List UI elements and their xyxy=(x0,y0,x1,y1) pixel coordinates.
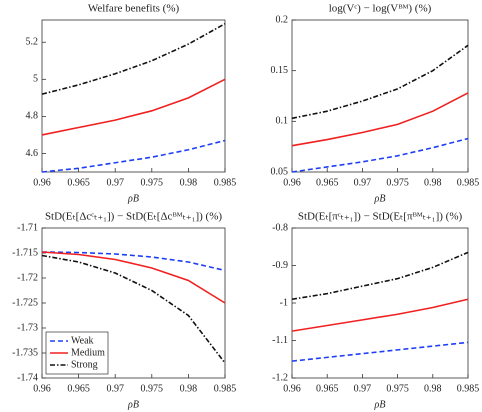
axes xyxy=(291,227,469,379)
chart-title: Welfare benefits (%) xyxy=(88,3,180,15)
y-tick-label: -1 xyxy=(280,297,288,308)
x-tick-label: 0.985 xyxy=(214,177,237,188)
y-tick-label: -0.9 xyxy=(272,260,288,271)
y-tick-label: -1.715 xyxy=(12,247,38,258)
y-tick-label: 4.6 xyxy=(26,148,39,159)
x-axis-label: ρB xyxy=(374,193,386,204)
y-tick-label: 5.2 xyxy=(26,37,39,48)
chart-title: log(Vᶜ) − log(Vᴮᴹ) (%) xyxy=(329,3,432,15)
x-tick-label: 0.97 xyxy=(354,383,372,394)
y-tick-label: 5 xyxy=(33,74,38,85)
legend-label: Medium xyxy=(71,347,105,358)
y-tick-label: -1.72 xyxy=(17,272,38,283)
x-tick-label: 0.98 xyxy=(424,177,442,188)
x-tick-label: 0.98 xyxy=(180,177,198,188)
y-tick-label: -1.1 xyxy=(272,335,288,346)
chart-title: StD(Eₜ[Δcᶜₜ₊₁]) − StD(Eₜ[Δcᴮᴹₜ₊₁]) (%) xyxy=(45,211,222,223)
x-tick-label: 0.96 xyxy=(283,177,301,188)
x-tick-label: 0.97 xyxy=(106,383,124,394)
x-tick-label: 0.975 xyxy=(141,383,164,394)
data-line xyxy=(41,139,226,173)
legend-label: Strong xyxy=(71,359,98,370)
axes xyxy=(41,19,226,173)
x-tick-label: 0.985 xyxy=(214,383,237,394)
y-tick-label: -1.74 xyxy=(17,372,38,383)
x-tick-label: 0.975 xyxy=(141,177,164,188)
data-line xyxy=(291,341,469,362)
x-tick-label: 0.985 xyxy=(457,383,480,394)
y-tick-label: 4.8 xyxy=(26,111,39,122)
x-tick-label: 0.965 xyxy=(316,383,339,394)
x-tick-label: 0.96 xyxy=(33,177,51,188)
data-line xyxy=(41,254,226,364)
axes xyxy=(291,19,469,173)
x-axis-label: ρB xyxy=(127,399,139,410)
y-tick-label: 0.15 xyxy=(271,65,289,76)
y-tick-label: -1.2 xyxy=(272,372,288,383)
data-line xyxy=(41,251,226,304)
x-axis-label: ρB xyxy=(374,399,386,410)
x-tick-label: 0.965 xyxy=(67,383,90,394)
data-line xyxy=(291,44,469,120)
data-line xyxy=(41,78,226,136)
x-tick-label: 0.965 xyxy=(316,177,339,188)
x-tick-label: 0.965 xyxy=(67,177,90,188)
x-tick-label: 0.975 xyxy=(386,383,409,394)
x-tick-label: 0.975 xyxy=(386,177,409,188)
y-tick-label: -1.735 xyxy=(12,347,38,358)
y-tick-label: 0.05 xyxy=(271,166,289,177)
data-line xyxy=(291,298,469,332)
x-tick-label: 0.98 xyxy=(180,383,198,394)
x-tick-label: 0.985 xyxy=(457,177,480,188)
y-tick-label: 0.2 xyxy=(276,14,289,25)
x-axis-label: ρB xyxy=(127,193,139,204)
data-line xyxy=(291,251,469,301)
x-tick-label: 0.98 xyxy=(424,383,442,394)
x-tick-label: 0.97 xyxy=(354,177,372,188)
y-tick-label: -1.71 xyxy=(17,222,38,233)
data-line xyxy=(291,92,469,147)
data-line xyxy=(291,137,469,173)
y-tick-label: -1.73 xyxy=(17,322,38,333)
chart-title: StD(Eₜ[πᶜₜ₊₁]) − StD(Eₜ[πᴮᴹₜ₊₁]) (%) xyxy=(298,211,463,223)
data-line xyxy=(41,251,226,272)
y-tick-label: 0.1 xyxy=(276,116,289,127)
y-tick-label: -0.8 xyxy=(272,222,288,233)
x-tick-label: 0.96 xyxy=(283,383,301,394)
legend-label: Weak xyxy=(71,335,94,346)
data-line xyxy=(41,23,226,95)
y-tick-label: -1.725 xyxy=(12,297,38,308)
x-tick-label: 0.97 xyxy=(106,177,124,188)
x-tick-label: 0.96 xyxy=(33,383,51,394)
